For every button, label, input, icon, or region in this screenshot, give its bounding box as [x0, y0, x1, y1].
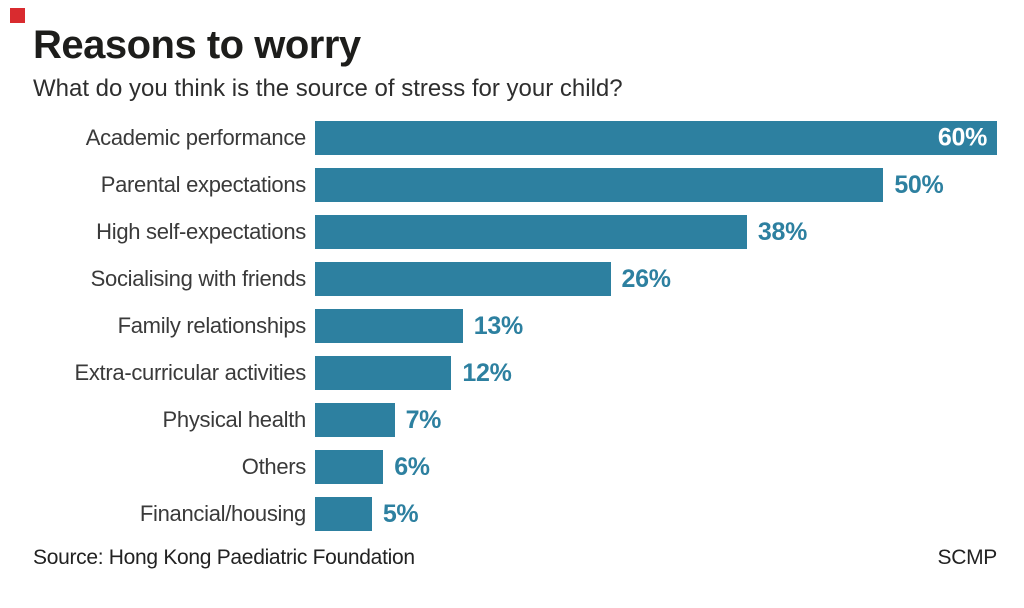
- bar-track: 38%: [315, 215, 997, 250]
- bar-row: Physical health 7%: [33, 403, 997, 438]
- category-label: Family relationships: [117, 313, 307, 339]
- footer: Source: Hong Kong Paediatric Foundation …: [33, 546, 997, 570]
- bar-track: 6%: [315, 450, 997, 485]
- category-label: Others: [241, 454, 307, 480]
- value-label: 6%: [394, 452, 430, 481]
- bar-track: 50%: [315, 168, 997, 203]
- bar-row: Family relationships 13%: [33, 309, 997, 344]
- bar: [315, 403, 395, 438]
- source-label: Source: Hong Kong Paediatric Foundation: [33, 546, 415, 570]
- bar: [315, 309, 463, 344]
- category-label: Financial/housing: [139, 501, 306, 527]
- brand-accent-square: [10, 8, 25, 23]
- category-label: Physical health: [162, 407, 307, 433]
- value-label: 60%: [937, 123, 987, 152]
- value-label: 5%: [382, 499, 419, 528]
- bar: [315, 497, 372, 532]
- bar-row: Financial/housing 5%: [33, 497, 997, 532]
- bar: [315, 450, 384, 485]
- value-label: 13%: [473, 311, 523, 340]
- bar: [315, 215, 747, 250]
- bar-row: Others 6%: [33, 450, 997, 485]
- bar-track: 60%: [315, 121, 997, 156]
- bar-row: High self-expectations 38%: [33, 215, 997, 250]
- category-label: Socialising with friends: [90, 266, 307, 292]
- bar-row: Academic performance 60%: [33, 121, 997, 156]
- value-label: 38%: [757, 217, 808, 246]
- bar-track: 5%: [315, 497, 997, 532]
- value-label: 26%: [621, 264, 671, 293]
- category-label: Parental expectations: [100, 172, 307, 198]
- bar-track: 12%: [315, 356, 997, 391]
- bar-row: Extra-curricular activities 12%: [33, 356, 997, 391]
- bar-row: Parental expectations 50%: [33, 168, 997, 203]
- bar: [315, 356, 452, 391]
- category-label: High self-expectations: [96, 219, 306, 245]
- credit-label: SCMP: [937, 546, 998, 570]
- category-label: Extra-curricular activities: [74, 360, 306, 386]
- bar: [315, 262, 611, 297]
- value-label: 50%: [894, 170, 944, 199]
- bar-track: 13%: [315, 309, 997, 344]
- bar: [315, 168, 884, 203]
- chart-subtitle: What do you think is the source of stres…: [33, 75, 623, 103]
- value-label: 7%: [405, 405, 442, 434]
- value-label: 12%: [462, 358, 512, 387]
- category-label: Academic performance: [85, 125, 307, 151]
- bar: 60%: [315, 121, 997, 156]
- bar-row: Socialising with friends 26%: [33, 262, 997, 297]
- bar-track: 7%: [315, 403, 997, 438]
- bar-chart: Academic performance 60% Parental expect…: [33, 121, 997, 532]
- chart-title: Reasons to worry: [33, 23, 361, 67]
- bar-track: 26%: [315, 262, 997, 297]
